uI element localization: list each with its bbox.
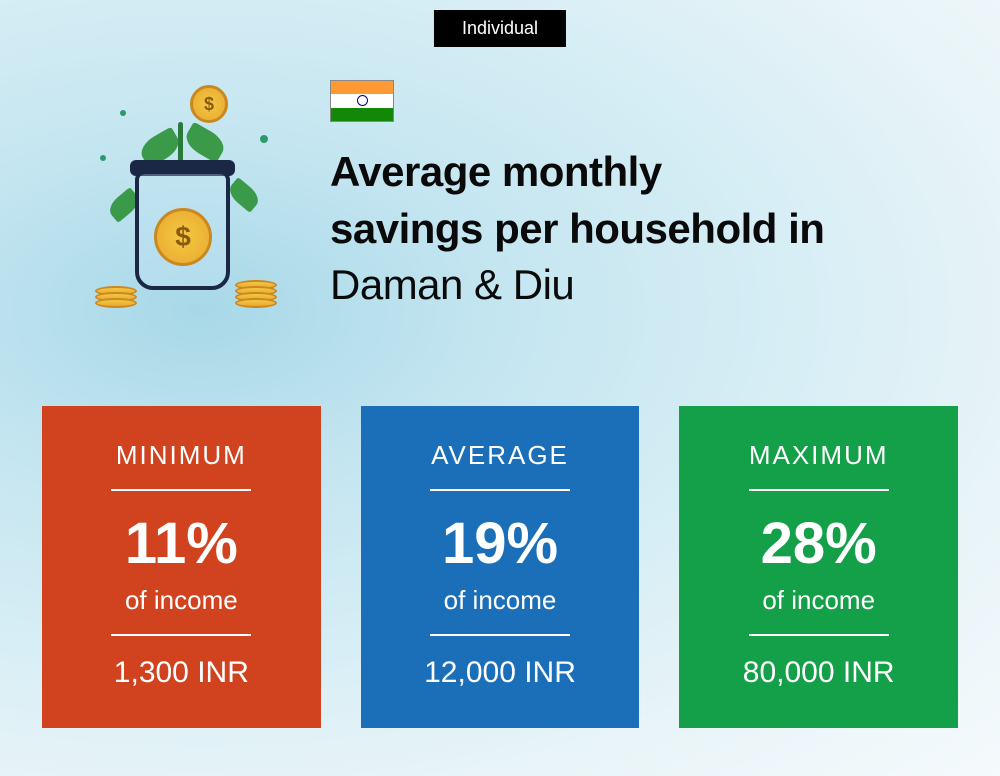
savings-illustration: $ $ <box>70 80 300 320</box>
card-label: MINIMUM <box>116 440 247 471</box>
leaf-icon <box>225 177 262 213</box>
divider <box>749 489 889 491</box>
coin-stack-icon <box>235 284 277 308</box>
divider <box>111 489 251 491</box>
card-percent: 11% <box>125 515 238 573</box>
flag-stripe-saffron <box>331 81 393 94</box>
title-block: Average monthly savings per household in… <box>330 80 950 314</box>
card-sub: of income <box>125 585 238 616</box>
divider <box>430 489 570 491</box>
coin-stack-icon <box>95 290 137 308</box>
title-line-1: Average monthly <box>330 144 950 201</box>
stat-card-minimum: MINIMUM 11% of income 1,300 INR <box>42 406 321 728</box>
card-amount: 1,300 INR <box>114 656 249 690</box>
card-percent: 28% <box>761 515 877 573</box>
divider <box>430 634 570 636</box>
sparkle-icon <box>100 155 106 161</box>
divider <box>749 634 889 636</box>
flag-stripe-white <box>331 94 393 107</box>
card-amount: 12,000 INR <box>424 656 576 690</box>
card-label: MAXIMUM <box>749 440 889 471</box>
coin-icon: $ <box>154 208 212 266</box>
category-badge: Individual <box>434 10 566 47</box>
header-section: $ $ Average monthly savings per househol… <box>70 80 950 320</box>
card-sub: of income <box>444 585 557 616</box>
stat-card-maximum: MAXIMUM 28% of income 80,000 INR <box>679 406 958 728</box>
ashoka-chakra-icon <box>357 95 368 106</box>
india-flag-icon <box>330 80 394 122</box>
stats-cards-row: MINIMUM 11% of income 1,300 INR AVERAGE … <box>42 406 958 728</box>
card-label: AVERAGE <box>431 440 569 471</box>
sparkle-icon <box>260 135 268 143</box>
stat-card-average: AVERAGE 19% of income 12,000 INR <box>361 406 640 728</box>
location-name: Daman & Diu <box>330 257 950 314</box>
divider <box>111 634 251 636</box>
sparkle-icon <box>120 110 126 116</box>
coin-icon: $ <box>190 85 228 123</box>
flag-stripe-green <box>331 108 393 121</box>
title-line-2: savings per household in <box>330 201 950 258</box>
card-amount: 80,000 INR <box>743 656 895 690</box>
card-percent: 19% <box>442 515 558 573</box>
card-sub: of income <box>762 585 875 616</box>
leaf-icon <box>181 122 228 164</box>
